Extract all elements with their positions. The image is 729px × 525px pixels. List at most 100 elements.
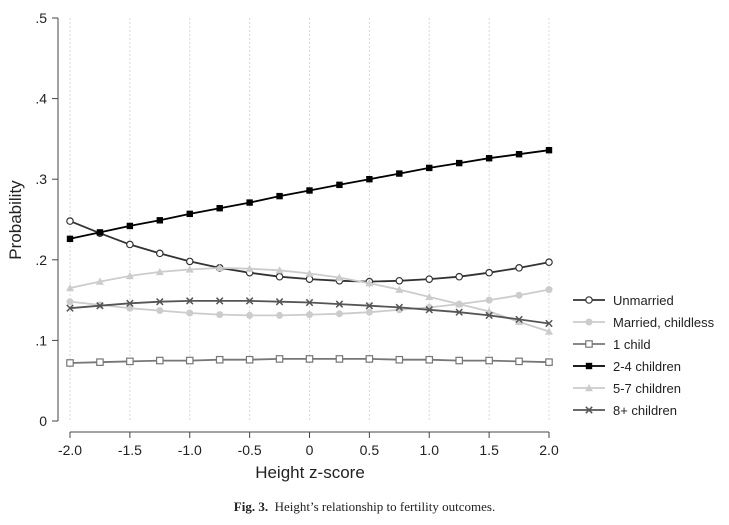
data-point — [485, 268, 493, 277]
data-point-stroke — [425, 306, 433, 314]
data-point-stroke — [335, 300, 344, 308]
data-point — [185, 257, 194, 266]
data-point-stroke — [245, 297, 254, 305]
data-point-stroke — [515, 315, 523, 324]
data-point — [455, 159, 463, 167]
data-point — [275, 297, 284, 306]
x-tick-label: -1.5 — [118, 442, 142, 458]
data-point-stroke — [485, 311, 493, 320]
data-point — [125, 271, 134, 280]
data-point — [365, 279, 374, 287]
data-point — [215, 263, 224, 272]
data-point — [185, 356, 194, 365]
data-point-stroke — [96, 302, 104, 310]
y-ticks: 0 .1 .2 .3 .4 .5 — [35, 10, 58, 429]
data-point — [66, 304, 74, 312]
data-point — [335, 355, 344, 363]
x-tick-label: 0.5 — [360, 442, 380, 458]
data-point — [215, 355, 224, 364]
data-point — [515, 315, 523, 324]
legend-label: Unmarried — [613, 293, 674, 308]
data-point — [335, 300, 344, 308]
data-point — [275, 272, 284, 281]
data-point-stroke — [275, 297, 284, 306]
data-point-stroke — [455, 308, 463, 316]
data-point — [485, 155, 493, 162]
data-point — [186, 210, 193, 218]
legend-label: 2-4 children — [613, 359, 681, 374]
data-point — [336, 181, 343, 189]
data-point — [515, 357, 523, 366]
data-point — [186, 297, 194, 305]
data-point — [585, 340, 593, 348]
x-tick-label: -2.0 — [58, 442, 82, 458]
legend-item: 1 child — [573, 337, 651, 352]
data-point — [585, 362, 593, 370]
data-point — [96, 229, 104, 236]
data-point — [485, 311, 493, 320]
legend-label: Married, childless — [613, 315, 715, 330]
data-point — [425, 306, 433, 314]
legend: Unmarried Married, childless 1 child 2-4 ch… — [573, 293, 715, 418]
data-point — [485, 296, 493, 304]
data-point — [545, 146, 553, 154]
data-point — [66, 359, 74, 367]
data-point — [215, 297, 224, 305]
data-point — [185, 265, 194, 273]
data-point — [95, 277, 104, 285]
caption-label: Fig. 3. — [233, 499, 269, 514]
data-point — [425, 292, 434, 301]
legend-item: Married, childless — [573, 315, 715, 330]
data-point-stroke — [156, 297, 164, 306]
data-point — [305, 275, 314, 283]
data-point — [156, 249, 164, 258]
data-point — [366, 176, 373, 183]
data-point — [395, 303, 404, 312]
data-point — [126, 304, 134, 312]
data-point — [126, 222, 134, 230]
data-point — [216, 205, 223, 212]
data-point-stroke — [215, 297, 224, 305]
y-tick-label: 0 — [39, 413, 47, 429]
x-tick-label: 0 — [306, 442, 314, 458]
x-ticks: -2.0 -1.5 -1.0 -0.5 0 0.5 1.0 1.5 2.0 — [58, 432, 559, 458]
data-point — [545, 358, 553, 366]
data-point — [66, 284, 74, 292]
data-point — [335, 273, 344, 281]
data-point-stroke — [126, 299, 134, 308]
data-point-stroke — [186, 297, 194, 305]
data-point — [365, 302, 374, 310]
data-point-stroke — [545, 319, 553, 328]
data-point — [216, 311, 224, 319]
legend-item: 8+ children — [573, 403, 677, 418]
data-point — [306, 187, 313, 194]
data-point — [585, 406, 593, 414]
data-point — [305, 355, 314, 363]
legend-label: 5-7 children — [613, 381, 681, 396]
data-point — [276, 192, 283, 200]
data-point — [395, 276, 404, 285]
data-point — [545, 319, 553, 328]
data-point-stroke — [365, 302, 374, 310]
data-point — [426, 164, 433, 172]
legend-item: Unmarried — [573, 293, 674, 308]
data-point-stroke — [66, 304, 74, 312]
data-point — [126, 240, 134, 249]
data-point — [66, 217, 74, 225]
data-point — [545, 327, 553, 335]
data-point — [455, 308, 463, 316]
data-point — [66, 298, 74, 306]
data-point — [96, 302, 104, 310]
series-2-4-children — [66, 146, 553, 243]
caption-text: Height’s relationship to fertility outco… — [274, 499, 496, 514]
data-point-stroke — [395, 303, 404, 312]
data-point — [396, 170, 403, 177]
data-point — [156, 217, 164, 224]
x-tick-label: 1.0 — [420, 442, 440, 458]
data-point — [395, 355, 404, 364]
data-point — [515, 264, 523, 272]
data-point — [305, 269, 314, 277]
data-point — [276, 311, 284, 319]
data-point — [395, 285, 404, 293]
chart: 0 .1 .2 .3 .4 .5 -2.0 -1.5 -1.0 -0.5 0 0.5 1.0 1.5 2.… — [6, 10, 715, 482]
